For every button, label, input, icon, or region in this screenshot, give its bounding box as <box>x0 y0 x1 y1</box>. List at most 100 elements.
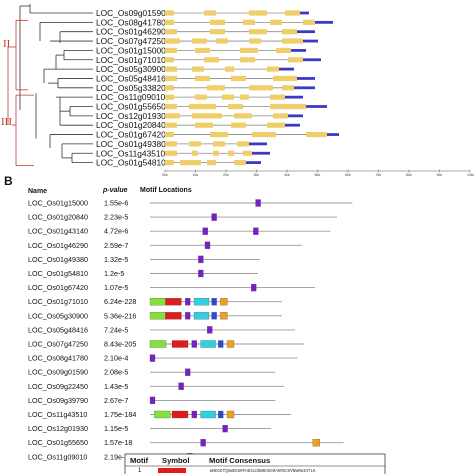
motif-row-pvalue: 1.43e-5 <box>104 382 128 391</box>
exon-block <box>165 66 177 72</box>
exon-block <box>189 141 201 147</box>
gene-label: LOC_Os01g49380 <box>96 139 166 149</box>
gene-label: LOC_Os05g33820 <box>96 83 166 93</box>
exon-block <box>165 29 177 35</box>
motif-row-pvalue: 2.23e-5 <box>104 213 128 222</box>
motif-6-block <box>312 439 320 447</box>
motif-1-block <box>165 312 182 320</box>
kb-axis: 0kb 1kb 2kb 3kb 4kb 5kb 6kb 7kb 8kb 9kb 10kb <box>162 169 474 177</box>
utr-block <box>285 123 300 127</box>
exon-block <box>195 75 210 82</box>
motif-row-pvalue: 8.43e-205 <box>104 340 136 349</box>
axis-tick-label: 2kb <box>223 173 229 177</box>
utr-block <box>279 67 294 71</box>
exon-block <box>165 94 174 100</box>
exon-block <box>165 150 177 156</box>
motif-row-pvalue: 1.75e-184 <box>104 410 136 419</box>
exon-block <box>282 85 294 91</box>
exon-block <box>270 19 282 25</box>
utr-block <box>285 95 303 99</box>
motif-row-pvalue: 1.32e-5 <box>104 255 128 264</box>
exon-block <box>165 103 177 110</box>
motif-row-name: LOC_Os01g54810 <box>28 269 88 278</box>
exon-block <box>207 85 225 91</box>
exon-block <box>240 94 249 100</box>
exon-block <box>231 122 246 128</box>
motif-row-pvalue: 2.67e-7 <box>104 396 128 405</box>
header-name: Name <box>28 188 47 195</box>
exon-block <box>195 122 213 128</box>
legend-motif-consensus: WHDCDTQSWEDSRFHDSLDDWRSGGRAKMSCHVNWHWIHT… <box>210 470 316 474</box>
motif-rows: LOC_Os01g15000 1.55e-6 LOC_Os01g20840 2.23e… <box>28 199 353 461</box>
utr-block <box>300 11 309 15</box>
motif-row-name: LOC_Os01g67420 <box>28 283 88 292</box>
gene-label: LOC_Os05g48416 <box>96 73 166 83</box>
motif-5-block <box>207 326 213 334</box>
utr-block <box>252 151 270 155</box>
motif-5-block <box>185 312 191 320</box>
exon-block <box>192 38 207 44</box>
exon-block <box>210 19 225 25</box>
utr-block <box>306 105 327 108</box>
motif-row-name: LOC_Os01g43140 <box>28 227 88 236</box>
motif-row-pvalue: 6.24e-228 <box>104 297 136 306</box>
motif-row-name: LOC_Os09g01590 <box>28 368 88 377</box>
gene-label: LOC_Os01g55650 <box>96 102 166 112</box>
gene-label: LOC_Os05g30900 <box>96 64 166 74</box>
exon-block <box>306 131 327 138</box>
gene-label: LOC_Os11g43510 <box>96 148 166 158</box>
gene-label: LOC_Os01g71010 <box>96 55 166 65</box>
exon-block <box>285 10 300 16</box>
axis-tick-label: 9kb <box>437 173 443 177</box>
exon-block <box>165 10 174 16</box>
exon-block <box>270 94 285 100</box>
header-pvalue: p-value <box>102 187 128 194</box>
exon-block <box>165 141 177 147</box>
exon-block <box>228 103 243 110</box>
motif-row-name: LOC_Os05g30900 <box>28 311 88 320</box>
motif-2-block <box>154 410 171 419</box>
utr-block <box>246 161 261 164</box>
motif-5-block <box>211 213 217 221</box>
legend-motif-1-swatch <box>158 468 186 473</box>
utr-block <box>291 49 306 52</box>
motif-row-name: LOC_Os05g48416 <box>28 325 88 334</box>
exon-block <box>243 19 255 25</box>
motif-row-name: LOC_Os12g01930 <box>28 424 88 433</box>
exon-block <box>273 113 288 119</box>
utr-block <box>294 86 315 90</box>
motif-row-name: LOC_Os11g09010 <box>28 452 87 461</box>
panel-a: LOC_Os09g01590LOC_Os08g41780LOC_Os01g462… <box>1 4 474 177</box>
motif-6-block <box>220 312 228 320</box>
motif-5-block <box>185 368 191 376</box>
motif-4-block <box>211 298 217 306</box>
gene-label: LOC_Os07g47250 <box>96 36 166 46</box>
exon-block <box>234 113 252 119</box>
motif-6-block <box>220 298 228 306</box>
motif-5-block <box>191 410 197 419</box>
utr-block <box>297 77 315 80</box>
motif-row-pvalue: 1.07e-5 <box>104 283 128 292</box>
motif-6-block <box>226 340 235 348</box>
motif-4-block <box>211 312 217 320</box>
axis-tick-label: 1kb <box>193 173 199 177</box>
motif-5-block <box>185 298 191 306</box>
exon-block <box>252 131 276 138</box>
exon-block <box>165 113 180 119</box>
motif-legend: Motif Symbol Motif Consensus 1 WHDCDTQSW… <box>124 453 386 474</box>
exon-block <box>165 75 177 82</box>
exon-block <box>213 141 225 147</box>
motif-4-block <box>218 410 224 419</box>
exon-block <box>165 38 180 44</box>
exon-block <box>165 160 174 166</box>
exon-block <box>282 38 303 44</box>
axis-tick-label: 0kb <box>162 173 168 177</box>
group-label-iii: III <box>1 116 12 128</box>
motif-5-block <box>204 241 211 249</box>
panel-b: B Name p-value Motif Locations LOC_Os01g… <box>4 174 386 474</box>
motif-row-name: LOC_Os01g15000 <box>28 199 88 208</box>
exon-block <box>249 85 273 91</box>
exon-block <box>225 66 234 72</box>
exon-block <box>195 94 207 100</box>
